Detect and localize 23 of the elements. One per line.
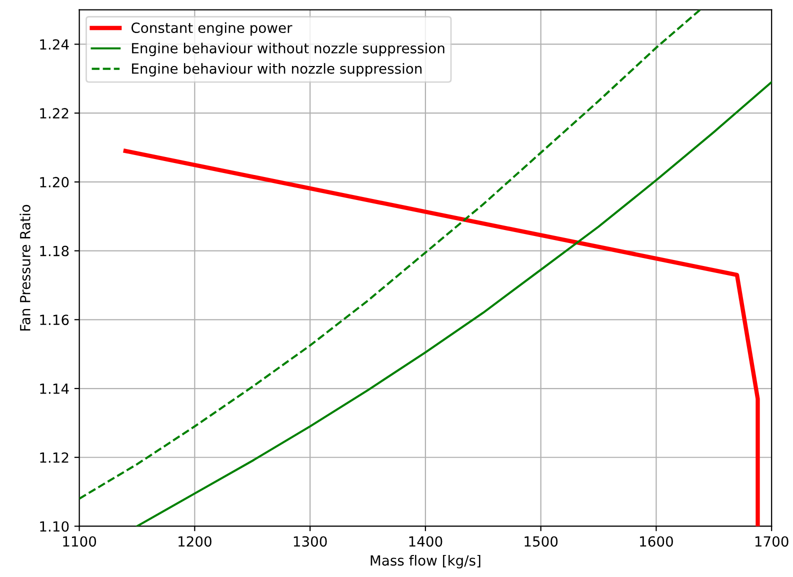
x-tick-label: 1400 [409, 536, 442, 547]
x-tick-label: 1100 [63, 536, 96, 547]
x-tick-label: 1500 [524, 536, 558, 547]
x-tick-label: 1600 [640, 536, 673, 547]
y-tick-label: 1.16 [40, 314, 69, 326]
x-tick-label: 1300 [294, 536, 327, 547]
line-series [79, 10, 702, 500]
x-axis-title: Mass flow [kg/s] [370, 554, 480, 568]
x-tick-label: 1700 [755, 536, 788, 547]
y-tick-label: 1.24 [40, 39, 69, 50]
y-tick-label: 1.10 [40, 521, 69, 532]
line-series [136, 81, 772, 526]
legend-label: Engine behaviour without nozzle suppression [132, 42, 444, 56]
y-tick-label: 1.14 [40, 384, 69, 394]
y-tick-label: 1.22 [40, 108, 68, 118]
y-axis-title: Fan Pressure Ratio [20, 204, 30, 331]
line-series [123, 148, 760, 526]
y-tick-label: 1.12 [40, 452, 68, 463]
x-tick-label: 1200 [178, 536, 212, 547]
y-tick-label: 1.18 [40, 246, 69, 256]
legend-label: Engine behaviour with nozzle suppression [132, 63, 422, 77]
legend-label: Constant engine power [131, 22, 292, 36]
y-tick-label: 1.20 [40, 176, 69, 188]
